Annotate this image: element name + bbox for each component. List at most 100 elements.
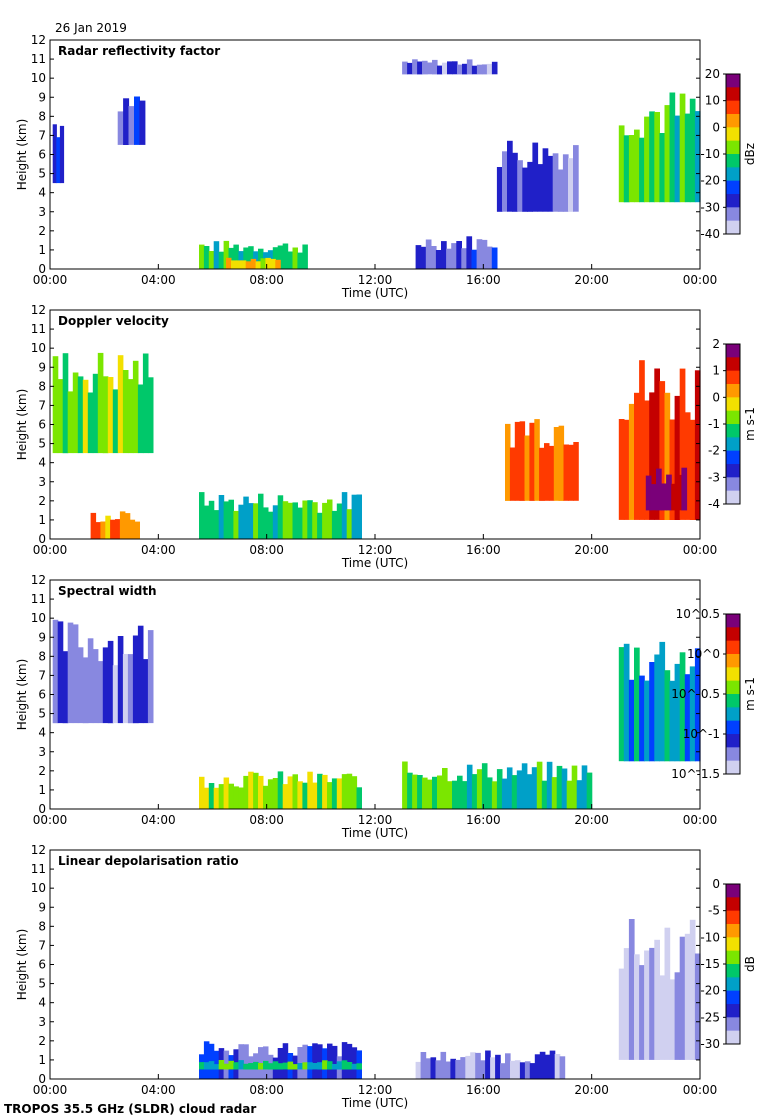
heatmap-cell (466, 59, 473, 75)
colorbar-segment (726, 450, 740, 465)
heatmap-cell (402, 61, 408, 75)
heatmap-cell (77, 647, 84, 724)
y-tick-label: 2 (38, 224, 46, 238)
heatmap-cell (272, 247, 279, 269)
heatmap-cell (649, 111, 655, 203)
heatmap-cell (689, 98, 696, 203)
heatmap-cell (486, 246, 493, 269)
heatmap-cell (558, 425, 565, 501)
heatmap-cell (548, 445, 555, 501)
heatmap-cell (282, 784, 289, 809)
colorbar-tick-label: -4 (708, 497, 720, 511)
x-tick-label: 00:00 (33, 543, 68, 557)
y-tick-label: 3 (38, 205, 46, 219)
heatmap-cell (107, 640, 114, 724)
y-tick-label: 6 (38, 148, 46, 162)
x-tick-label: 00:00 (33, 1083, 68, 1097)
colorbar-segment (726, 74, 740, 88)
heatmap-cell (634, 392, 640, 520)
heatmap-cell (534, 1054, 541, 1079)
x-tick-label: 08:00 (249, 543, 284, 557)
x-tick-label: 20:00 (574, 543, 609, 557)
heatmap-cell (664, 927, 671, 1060)
colorbar-tick-label: 10^-1 (683, 727, 720, 741)
y-tick-label: 11 (31, 322, 46, 336)
colorbar-tick-label: 10^0 (687, 647, 720, 661)
y-axis-label: Height (km) (15, 389, 29, 460)
colorbar-tick-label: -40 (700, 227, 720, 241)
heatmap-cell (563, 444, 569, 501)
heatmap-cell (654, 368, 660, 520)
heatmap-cell (331, 510, 338, 539)
heatmap-cell (203, 787, 210, 809)
heatmap-cell (451, 243, 457, 269)
heatmap-cell (623, 948, 630, 1060)
heatmap-cell (689, 919, 696, 1060)
heatmap-cell (512, 152, 518, 212)
heatmap-cell (231, 260, 237, 269)
x-tick-label: 04:00 (141, 813, 176, 827)
heatmap-cell (272, 505, 279, 539)
heatmap-cell (92, 373, 99, 454)
heatmap-cell (235, 260, 242, 269)
heatmap-cell (496, 769, 503, 809)
heatmap-cell (267, 779, 274, 809)
heatmap-cell (556, 765, 563, 809)
heatmap-cell (491, 247, 498, 269)
heatmap-cell (336, 778, 343, 809)
colorbar-segment (726, 154, 740, 168)
heatmap-cell (573, 442, 579, 501)
heatmap-cell (432, 59, 438, 75)
heatmap-cell (471, 65, 478, 75)
colorbar-tick-label: 20 (705, 67, 720, 81)
heatmap-cell (312, 502, 318, 539)
colorbar-tick-label: -10 (700, 147, 720, 161)
x-tick-label: 04:00 (141, 543, 176, 557)
colorbar: 2 1 0 -1 -2 -3 -4 m s-1 (708, 337, 757, 511)
heatmap-cell (476, 239, 483, 269)
heatmap-cell (634, 647, 640, 762)
heatmap-cell (664, 670, 671, 762)
heatmap-cell (341, 1060, 348, 1070)
colorbar-tick-label: -30 (700, 200, 720, 214)
y-tick-label: 7 (38, 938, 46, 952)
heatmap-cell (302, 244, 308, 269)
colorbar-segment (726, 114, 740, 128)
heatmap-cell (437, 65, 443, 75)
heatmap-cell (501, 778, 508, 809)
heatmap-cell (292, 502, 298, 539)
heatmap-cell (561, 768, 568, 809)
heatmap-cell (331, 1045, 338, 1079)
colorbar-segment (726, 410, 740, 425)
heatmap-cell (346, 773, 353, 809)
heatmap-cell (132, 635, 139, 724)
heatmap-cell (684, 113, 691, 203)
heatmap-cell (134, 96, 140, 145)
heatmap-cell (233, 244, 239, 269)
heatmap-cell (549, 1050, 556, 1079)
heatmap-cell (248, 771, 254, 809)
heatmap-cell (117, 355, 124, 454)
y-tick-label: 7 (38, 398, 46, 412)
heatmap-cell (238, 1060, 244, 1070)
panel-title: Linear depolarisation ratio (58, 854, 239, 868)
heatmap-cell (541, 780, 548, 809)
heatmap-cell (97, 661, 104, 724)
colorbar-tick-label: 0 (712, 120, 720, 134)
heatmap-cell (127, 654, 134, 724)
heatmap-cell (137, 384, 144, 454)
heatmap-cell (519, 421, 526, 501)
y-tick-label: 8 (38, 919, 46, 933)
y-tick-label: 9 (38, 90, 46, 104)
colorbar-segment (726, 747, 740, 762)
heatmap-cell (322, 774, 328, 809)
colorbar-segment (726, 100, 740, 115)
heatmap-cell (59, 125, 65, 184)
heatmap-cell (485, 1050, 491, 1079)
heatmap-cell (526, 774, 533, 809)
heatmap-cell (664, 392, 671, 520)
heatmap-cell (491, 781, 498, 809)
colorbar-segment (726, 897, 740, 912)
heatmap-cell (511, 775, 518, 809)
